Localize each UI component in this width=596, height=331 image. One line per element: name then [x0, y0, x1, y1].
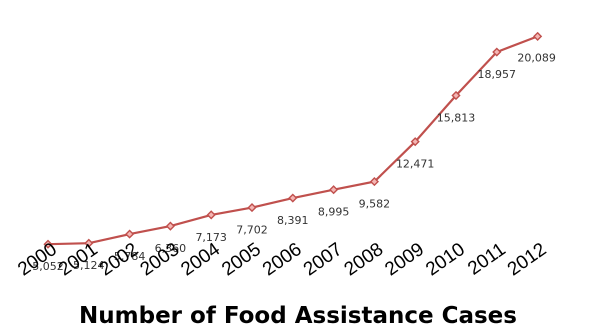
x-tick-2002: 2002	[96, 239, 143, 280]
data-point-2000	[43, 239, 53, 249]
data-point-2004	[206, 210, 216, 220]
data-label-2008: 9,582	[359, 198, 391, 211]
data-point-2003	[165, 221, 175, 231]
series-line	[47, 35, 538, 246]
x-tick-2012: 2012	[504, 239, 551, 280]
data-label-2012: 20,089	[517, 51, 556, 64]
data-label-2010: 15,813	[437, 112, 476, 125]
data-label-2005: 7,702	[236, 224, 268, 237]
x-tick-2007: 2007	[300, 239, 347, 280]
x-tick-2001: 2001	[55, 239, 102, 280]
data-label-2000: 5,052	[32, 260, 64, 273]
x-tick-2011: 2011	[464, 239, 510, 280]
x-tick-2005: 2005	[218, 239, 265, 280]
x-tick-2008: 2008	[341, 239, 388, 280]
data-point-2010	[451, 90, 461, 101]
data-label-2003: 6,360	[155, 242, 187, 255]
data-point-2005	[247, 202, 257, 213]
data-label-2006: 8,391	[277, 214, 309, 227]
chart-title: Number of Food Assistance Cases	[79, 303, 517, 329]
data-point-2012	[533, 31, 543, 41]
data-label-2009: 12,471	[396, 158, 435, 171]
data-point-2008	[369, 177, 379, 187]
x-tick-2006: 2006	[259, 239, 306, 280]
data-label-2011: 18,957	[478, 68, 517, 81]
data-point-2002	[125, 229, 135, 239]
data-label-2007: 8,995	[318, 206, 350, 219]
data-point-2007	[329, 185, 339, 195]
data-label-2002: 5,784	[114, 250, 146, 263]
data-labels: 5,052 5,124 5,784 6,360 7,173 7,702 8,391 8,995…	[32, 51, 556, 273]
data-markers	[43, 31, 543, 249]
data-label-2004: 7,173	[195, 231, 227, 244]
data-point-2006	[288, 193, 298, 203]
data-point-2009	[410, 137, 420, 147]
x-axis-tick-labels: 2000200120022003200420052006200720082009…	[14, 239, 550, 281]
x-tick-2010: 2010	[422, 239, 469, 280]
data-label-2001: 5,124	[73, 259, 105, 272]
data-point-2001	[84, 238, 94, 248]
x-tick-2009: 2009	[381, 239, 428, 280]
data-point-2011	[492, 47, 502, 57]
